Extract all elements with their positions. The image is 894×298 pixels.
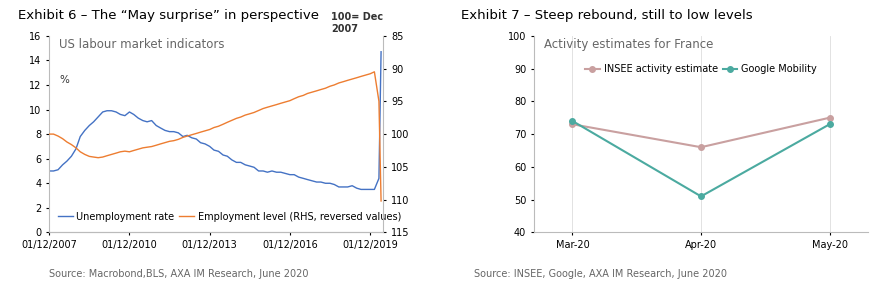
INSEE activity estimate <box>823 116 834 119</box>
Employment level (RHS, reversed values) <box>311 89 322 93</box>
Employment level (RHS, reversed values) <box>266 104 277 108</box>
Line: INSEE activity estimate: INSEE activity estimate <box>569 115 831 150</box>
Text: Source: Macrobond,BLS, AXA IM Research, June 2020: Source: Macrobond,BLS, AXA IM Research, … <box>49 269 308 279</box>
Legend: Unemployment rate, Employment level (RHS, reversed values): Unemployment rate, Employment level (RHS… <box>54 208 405 226</box>
Unemployment rate <box>159 129 170 132</box>
Employment level (RHS, reversed values) <box>368 70 379 74</box>
Text: Source: INSEE, Google, AXA IM Research, June 2020: Source: INSEE, Google, AXA IM Research, … <box>474 269 727 279</box>
Unemployment rate <box>266 169 277 173</box>
Employment level (RHS, reversed values) <box>217 122 228 126</box>
Employment level (RHS, reversed values) <box>44 132 55 136</box>
Unemployment rate <box>311 180 322 184</box>
Line: Employment level (RHS, reversed values): Employment level (RHS, reversed values) <box>49 72 381 201</box>
INSEE activity estimate <box>695 145 705 149</box>
Legend: INSEE activity estimate, Google Mobility: INSEE activity estimate, Google Mobility <box>580 60 820 78</box>
Line: Unemployment rate: Unemployment rate <box>49 52 381 190</box>
Employment level (RHS, reversed values) <box>159 141 170 145</box>
Text: 100= Dec
2007: 100= Dec 2007 <box>331 12 383 34</box>
Text: Exhibit 6 – The “May surprise” in perspective: Exhibit 6 – The “May surprise” in perspe… <box>18 9 318 22</box>
Employment level (RHS, reversed values) <box>375 199 386 203</box>
Unemployment rate <box>375 50 386 54</box>
Text: Activity estimates for France: Activity estimates for France <box>544 38 713 51</box>
Unemployment rate <box>355 188 366 191</box>
INSEE activity estimate <box>567 122 578 126</box>
Google Mobility <box>695 195 705 198</box>
Unemployment rate <box>257 169 268 173</box>
Text: Exhibit 7 – Steep rebound, still to low levels: Exhibit 7 – Steep rebound, still to low … <box>460 9 752 22</box>
Text: US labour market indicators: US labour market indicators <box>59 38 224 51</box>
Line: Google Mobility: Google Mobility <box>569 118 831 199</box>
Employment level (RHS, reversed values) <box>257 107 268 110</box>
Unemployment rate <box>217 153 228 157</box>
Unemployment rate <box>75 135 86 138</box>
Google Mobility <box>823 122 834 126</box>
Google Mobility <box>567 119 578 123</box>
Text: %: % <box>59 75 69 85</box>
Employment level (RHS, reversed values) <box>75 150 86 153</box>
Unemployment rate <box>44 169 55 173</box>
